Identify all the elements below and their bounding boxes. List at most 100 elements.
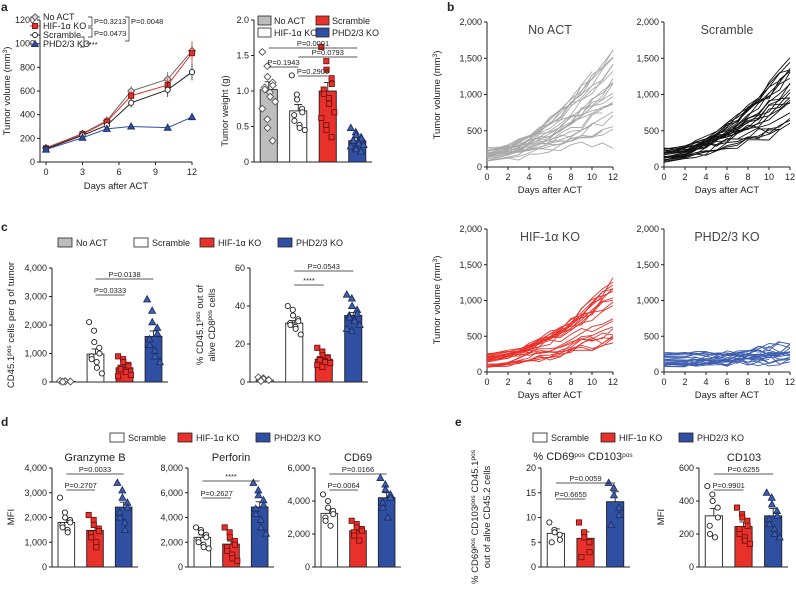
b4-title: PHD2/3 KO bbox=[694, 230, 760, 244]
panel-label-e: e bbox=[455, 415, 462, 429]
d3-point bbox=[322, 517, 329, 524]
c1-y-label: CD45.1pos cells per g of tumor bbox=[6, 262, 18, 388]
a2-point bbox=[328, 134, 335, 141]
e1-y-tick-label: 0 bbox=[531, 562, 536, 572]
d-legend-swatch bbox=[109, 432, 125, 443]
a1-point bbox=[78, 133, 87, 141]
a2-point bbox=[323, 66, 330, 73]
c2-pvalue: **** bbox=[303, 276, 315, 285]
b3-tumor-trace bbox=[486, 318, 614, 368]
c1-y-tick-label: 2,000 bbox=[24, 320, 47, 330]
panel-label-b: b bbox=[447, 0, 454, 14]
c2-point bbox=[289, 306, 296, 313]
e-legend-label: PHD2/3 KO bbox=[697, 433, 744, 443]
a1-legend-marker bbox=[31, 13, 39, 21]
b3-y-label: Tumor volume (mm3) bbox=[432, 256, 444, 345]
e1-y-label-part: out of alive CD45.2 cells bbox=[482, 466, 493, 569]
a2-legend-label: HIF-1α KO bbox=[274, 28, 317, 38]
b3-tumor-trace bbox=[486, 297, 614, 359]
d3-point bbox=[381, 484, 390, 493]
a1-point bbox=[41, 145, 51, 153]
d3-point bbox=[348, 517, 355, 524]
c2-point bbox=[256, 377, 265, 386]
e1-point bbox=[614, 503, 624, 511]
c1-point bbox=[91, 339, 98, 346]
d1-point bbox=[64, 529, 71, 536]
d2-pvalue: **** bbox=[225, 472, 237, 481]
c2-point bbox=[284, 302, 291, 310]
e1-point bbox=[609, 490, 619, 499]
e1-title-part: pos bbox=[574, 452, 585, 459]
e2-point bbox=[714, 504, 721, 511]
a2-point bbox=[258, 47, 267, 56]
b3-tumor-trace bbox=[486, 288, 614, 359]
a2-y-tick-label: 0 bbox=[244, 157, 249, 167]
d1-y-label: MFI bbox=[6, 509, 17, 525]
b3-tumor-trace bbox=[486, 337, 614, 358]
d2-point bbox=[226, 534, 233, 541]
e2-y-tick-label: 0 bbox=[689, 562, 694, 572]
a2-point bbox=[349, 136, 358, 144]
b1-tumor-trace bbox=[486, 64, 614, 154]
e-legend-swatch bbox=[600, 432, 616, 443]
e2-y-tick-label: 200 bbox=[679, 529, 694, 539]
c-legend-label: Scramble bbox=[152, 238, 190, 248]
e1-point bbox=[586, 539, 593, 546]
c2-y-tick-label: 20 bbox=[235, 339, 245, 349]
b3-y-label-part: Tumor volume (mm bbox=[432, 262, 443, 344]
e2-point bbox=[762, 488, 771, 496]
d1-y-tick-label: 3,000 bbox=[24, 488, 47, 498]
e1-y-tick-label: 20 bbox=[526, 463, 536, 473]
c1-y-label-part: pos bbox=[6, 345, 13, 356]
a1-x-tick-label: 3 bbox=[80, 167, 85, 177]
a1-legend-label: Scramble bbox=[43, 30, 81, 40]
e2-point bbox=[704, 483, 711, 490]
e2-point bbox=[775, 532, 784, 541]
a1-point bbox=[188, 69, 196, 76]
c1-point bbox=[96, 350, 103, 357]
d1-point bbox=[62, 514, 69, 521]
a1-y-tick-label: 600 bbox=[20, 86, 35, 96]
c1-point bbox=[93, 364, 100, 371]
a1-pvalue: P=0.0473 bbox=[94, 29, 126, 38]
e-legend-label: Scramble bbox=[551, 433, 589, 443]
e2-point bbox=[711, 534, 719, 541]
e2-point bbox=[765, 519, 774, 528]
a1-stat-bracket bbox=[125, 16, 130, 42]
d1-point bbox=[118, 493, 127, 501]
a1-point bbox=[188, 50, 196, 57]
d3-point bbox=[358, 527, 365, 534]
a2-pvalue: P=0.1943 bbox=[267, 58, 299, 67]
c-legend-swatch bbox=[57, 237, 73, 248]
d3-y-tick-label: 6,000 bbox=[287, 463, 310, 473]
a2-pvalue: P=0.0793 bbox=[312, 48, 344, 57]
c1-point bbox=[91, 327, 98, 334]
c1-point bbox=[148, 317, 157, 326]
e2-point bbox=[744, 517, 751, 524]
b2-x-tick-label: 12 bbox=[785, 172, 795, 182]
a2-legend-swatch bbox=[257, 15, 272, 26]
c2-point bbox=[314, 361, 321, 368]
a1-pvalue: **** bbox=[86, 40, 98, 49]
c1-point bbox=[122, 368, 129, 376]
a1-point bbox=[164, 86, 171, 93]
d1-point bbox=[118, 485, 127, 494]
b3-y-label-part: ) bbox=[432, 256, 443, 259]
b2-title: Scramble bbox=[701, 23, 754, 37]
b1-y-tick-label: 500 bbox=[467, 126, 482, 136]
c2-point bbox=[264, 376, 273, 385]
c1-point bbox=[127, 371, 134, 378]
c1-point bbox=[117, 366, 124, 373]
c2-y-tick-label: 0 bbox=[240, 377, 245, 387]
c2-point bbox=[297, 331, 304, 338]
d1-point bbox=[113, 478, 122, 486]
b2-x-tick-label: 0 bbox=[661, 172, 666, 182]
d2-point bbox=[229, 555, 236, 562]
e1-pvalue: P=0.0059 bbox=[569, 474, 601, 483]
e2-point bbox=[714, 514, 721, 521]
d3-point bbox=[376, 473, 385, 481]
b1-tumor-trace bbox=[486, 78, 614, 162]
a2-point bbox=[258, 104, 267, 113]
c-legend-label: HIF-1α KO bbox=[218, 238, 261, 248]
